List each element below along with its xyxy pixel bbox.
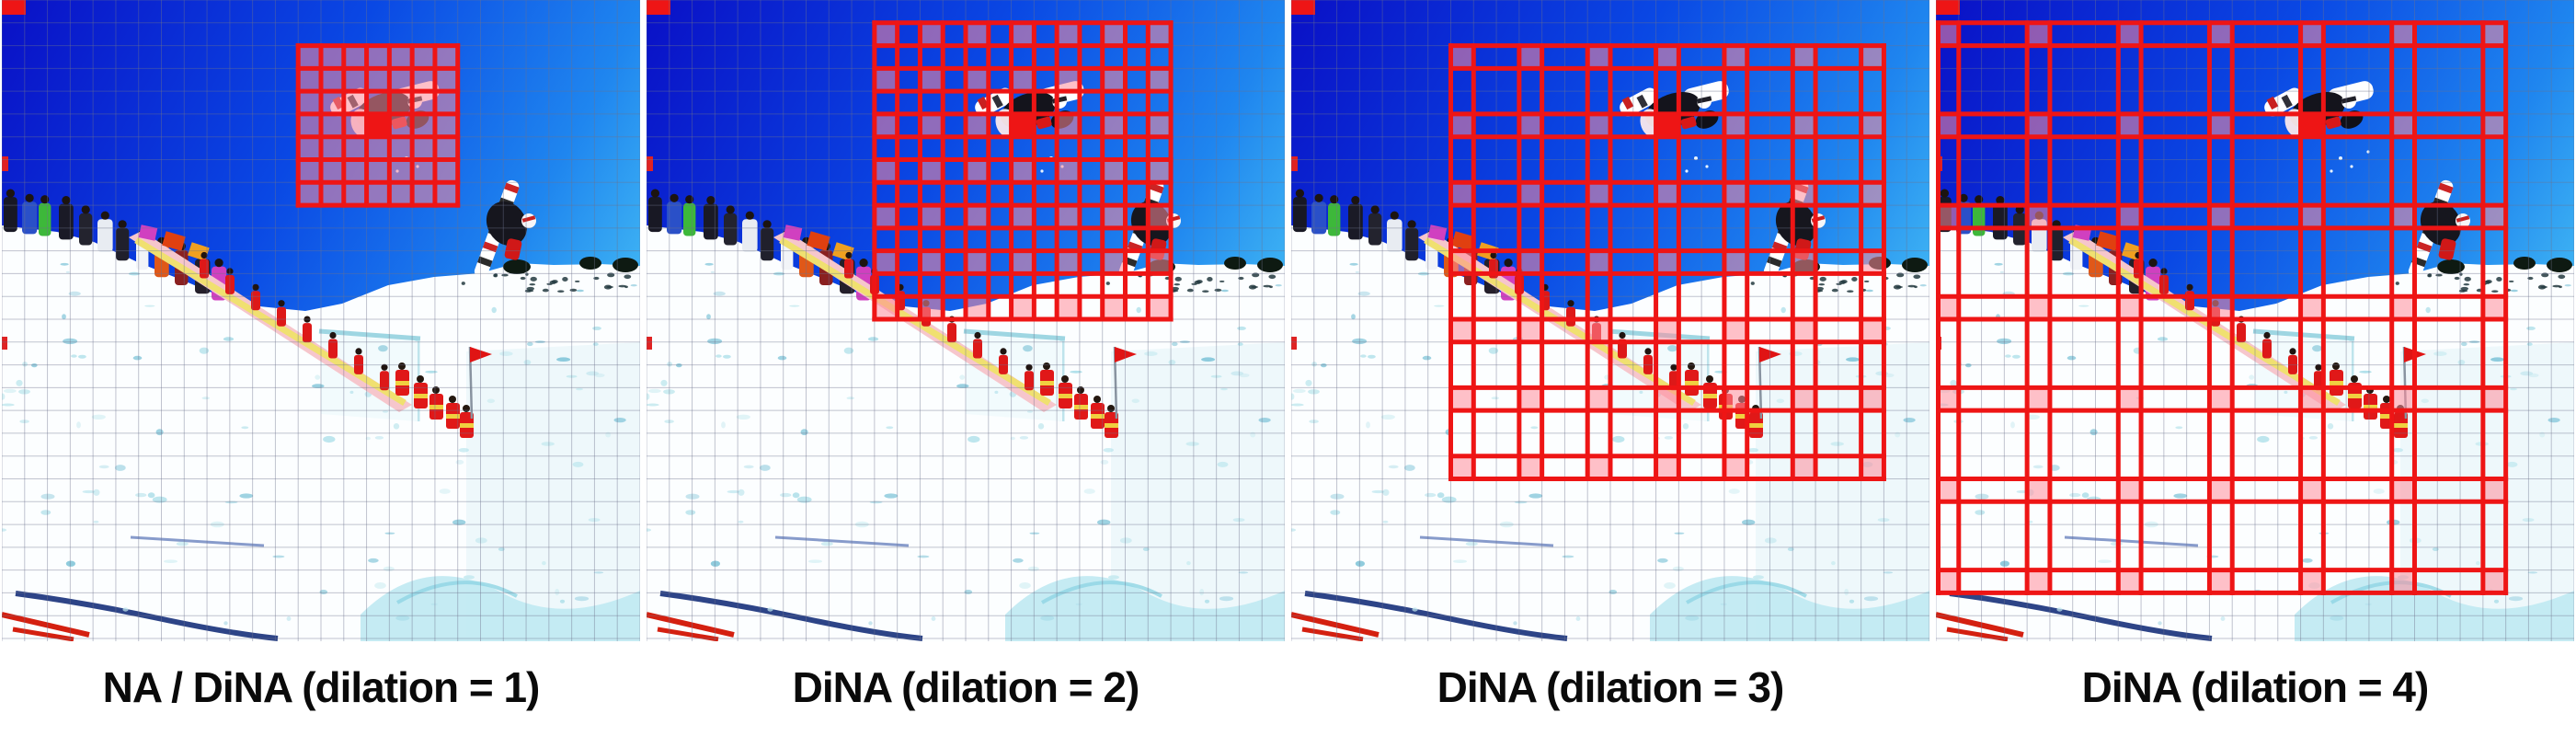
attention-photo <box>1291 0 1929 641</box>
attention-overlay <box>1448 43 1886 481</box>
figure-panel: DiNA (dilation = 4) <box>1936 0 2574 733</box>
query-token-cell <box>1654 112 1680 138</box>
panel-svg <box>647 0 1285 641</box>
panel-svg <box>1936 0 2574 641</box>
attention-photo <box>647 0 1285 641</box>
query-token-cell <box>1010 112 1036 138</box>
panel-caption: DiNA (dilation = 4) <box>2081 663 2430 711</box>
figure-panel: NA / DiNA (dilation = 1) <box>2 0 640 733</box>
attention-overlay <box>872 20 1174 322</box>
query-token-cell <box>365 112 391 138</box>
attention-photo <box>1936 0 2574 641</box>
panel-caption: DiNA (dilation = 2) <box>792 663 1140 711</box>
panel-caption: NA / DiNA (dilation = 1) <box>102 663 541 711</box>
figure-panel: DiNA (dilation = 3) <box>1291 0 1929 733</box>
panel-svg <box>1291 0 1929 641</box>
attention-photo <box>2 0 640 641</box>
query-token-cell <box>2299 112 2325 138</box>
figure-panel: DiNA (dilation = 2) <box>647 0 1285 733</box>
attention-overlay <box>1936 20 2509 595</box>
attention-overlay <box>295 43 461 208</box>
panel-svg <box>2 0 640 641</box>
panel-caption: DiNA (dilation = 3) <box>1437 663 1785 711</box>
